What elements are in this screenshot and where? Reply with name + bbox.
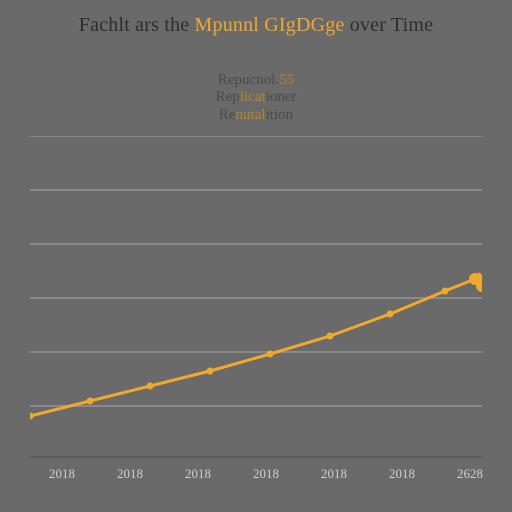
- x-tick-label: 2018: [49, 466, 75, 482]
- legend-segment: 55: [279, 72, 294, 88]
- legend-line: Replicationer: [0, 89, 512, 106]
- plot-area: [30, 136, 482, 458]
- chart-legend: Repucnol.55ReplicationerRenutalition: [0, 72, 512, 124]
- legend-segment: ition: [266, 107, 294, 123]
- series-marker: [442, 288, 449, 295]
- legend-segment: licat: [240, 89, 266, 105]
- title-segment: over Time: [350, 14, 433, 36]
- title-segment: Fachlt ars: [79, 14, 165, 36]
- legend-segment: Re: [219, 107, 236, 123]
- chart-title: Fachlt ars the Mpunnl GIgDGge over Time: [0, 14, 512, 37]
- x-tick-label: 2018: [321, 466, 347, 482]
- x-tick-label: 2018: [389, 466, 415, 482]
- x-tick-label: 2018: [185, 466, 211, 482]
- title-segment: Mpunnl: [195, 14, 265, 36]
- title-segment: the: [164, 14, 194, 36]
- legend-line: Repucnol.55: [0, 72, 512, 89]
- series-marker: [387, 311, 394, 318]
- series-marker: [267, 351, 274, 358]
- series-line: [30, 279, 482, 416]
- legend-segment: Rep: [216, 89, 240, 105]
- x-tick-label: 2018: [253, 466, 279, 482]
- legend-segment: nutal: [236, 107, 266, 123]
- title-segment: GIgDGge: [264, 14, 349, 36]
- legend-line: Renutalition: [0, 107, 512, 124]
- x-tick-label: 2018: [117, 466, 143, 482]
- line-chart-svg: [30, 136, 482, 458]
- series-marker: [87, 398, 94, 405]
- series-marker: [327, 333, 334, 340]
- legend-segment: ioner: [266, 89, 297, 105]
- series-marker: [30, 413, 34, 420]
- x-tick-label: 2628: [457, 466, 483, 482]
- x-axis-labels: 2018 2018 2018 2018 2018 2018 2628: [30, 466, 482, 496]
- series-marker: [147, 383, 154, 390]
- series-marker: [207, 368, 214, 375]
- chart-container: Fachlt ars the Mpunnl GIgDGge over Time …: [0, 0, 512, 512]
- legend-segment: Repucnol.: [218, 72, 279, 88]
